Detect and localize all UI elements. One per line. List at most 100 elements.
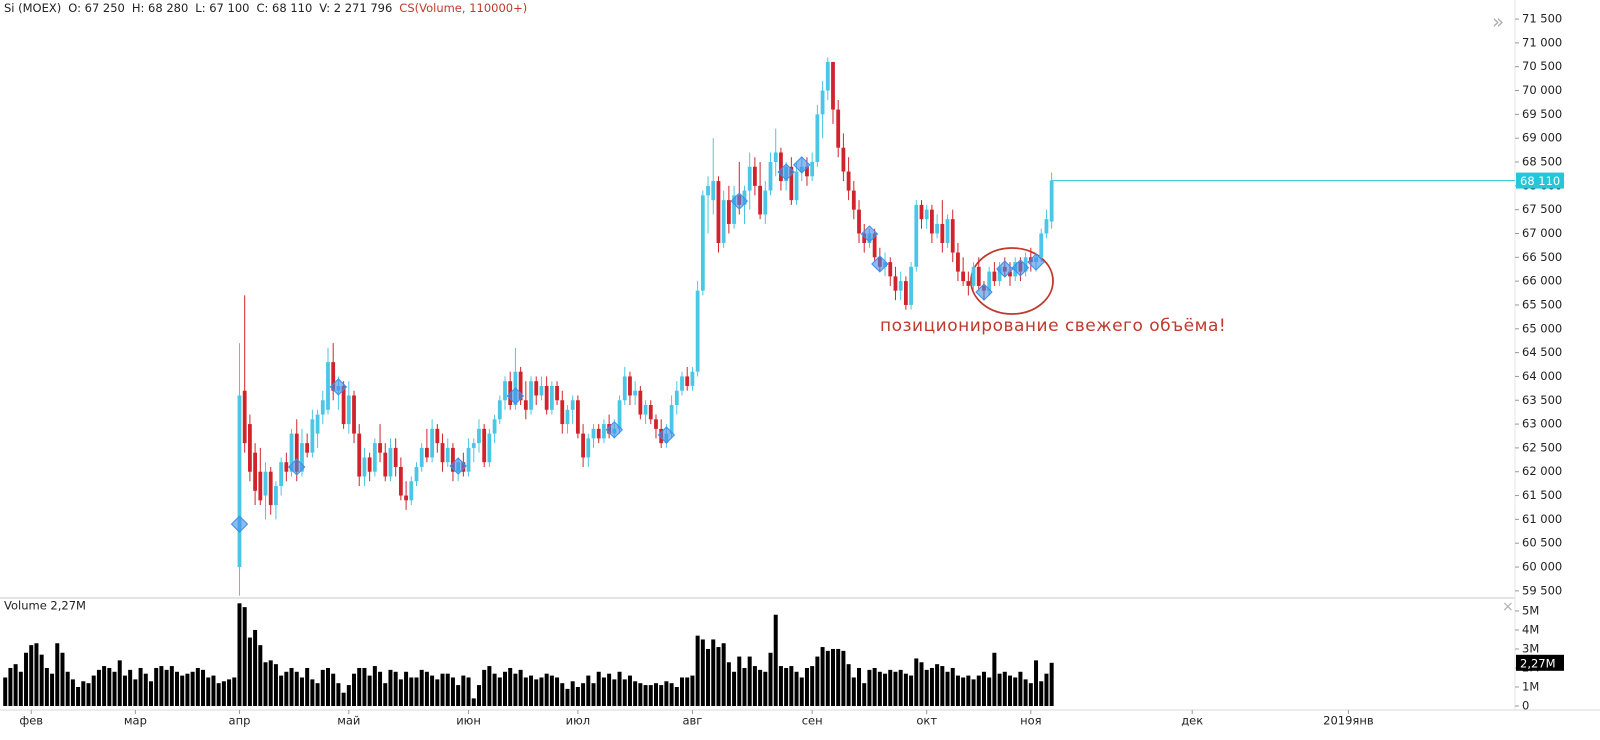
ohlc-high: H: 68 280 bbox=[131, 1, 189, 15]
candle-body bbox=[919, 204, 924, 220]
volume-marker bbox=[288, 458, 306, 476]
candle-body bbox=[794, 171, 799, 201]
y-tick-label: 5M bbox=[1522, 603, 1539, 617]
volume-bar bbox=[1044, 673, 1049, 706]
close-pane-icon[interactable]: × bbox=[1502, 599, 1514, 615]
candle-body bbox=[617, 400, 622, 429]
volume-bar bbox=[430, 675, 435, 706]
candle-body bbox=[341, 385, 346, 425]
ohlc-open: O: 67 250 bbox=[68, 1, 125, 15]
candle-body bbox=[440, 443, 445, 463]
candle-body bbox=[825, 61, 830, 91]
volume-bar bbox=[581, 683, 586, 706]
volume-bar bbox=[450, 677, 455, 706]
candle-body bbox=[857, 209, 861, 234]
candle-body bbox=[326, 362, 330, 410]
candle-body bbox=[346, 395, 351, 425]
volume-bar bbox=[549, 675, 554, 706]
volume-bar bbox=[534, 679, 539, 706]
volume-bar bbox=[232, 677, 237, 706]
volume-bar bbox=[268, 660, 273, 706]
candle-body bbox=[555, 385, 559, 401]
candle-body bbox=[628, 376, 632, 396]
candle-body bbox=[237, 395, 242, 568]
candle-body bbox=[805, 166, 809, 177]
volume-bar bbox=[716, 647, 721, 706]
volume-bar bbox=[836, 648, 841, 706]
candle-body bbox=[451, 447, 455, 472]
y-tick-label: 61 000 bbox=[1522, 512, 1562, 526]
volume-bar bbox=[987, 677, 992, 706]
volume-bar bbox=[976, 675, 981, 706]
volume-bar bbox=[961, 677, 966, 706]
candle-body bbox=[398, 466, 403, 496]
volume-bar bbox=[1039, 681, 1044, 706]
volume-bar bbox=[76, 686, 81, 706]
last-volume-box bbox=[1516, 654, 1564, 671]
volume-bar bbox=[378, 671, 383, 706]
indicator-name[interactable]: CS(Volume, 110000+) bbox=[399, 1, 528, 15]
volume-bar bbox=[857, 667, 862, 706]
volume-bar bbox=[440, 673, 445, 706]
volume-bar bbox=[981, 671, 986, 706]
volume-bar bbox=[903, 673, 908, 706]
volume-bar bbox=[768, 652, 773, 706]
candle-body bbox=[903, 281, 908, 305]
volume-bar bbox=[914, 658, 919, 706]
candle-body bbox=[945, 219, 950, 244]
candle-body bbox=[633, 390, 638, 396]
scroll-icon[interactable]: » bbox=[1492, 10, 1504, 34]
candle-body bbox=[503, 381, 507, 401]
legend-header: Si (MOEX) O: 67 250 H: 68 280 L: 67 100 … bbox=[4, 1, 527, 15]
candle-body bbox=[992, 271, 997, 282]
y-tick-label: 62 500 bbox=[1522, 440, 1562, 454]
volume-bar bbox=[513, 673, 518, 706]
volume-bar bbox=[555, 677, 560, 706]
volume-marker bbox=[793, 156, 811, 174]
candle-body bbox=[534, 381, 539, 396]
volume-bar bbox=[169, 666, 174, 706]
candle-body bbox=[706, 185, 710, 196]
volume-bar bbox=[227, 679, 232, 706]
volume-bar bbox=[112, 671, 117, 706]
volume-bar bbox=[685, 677, 690, 706]
volume-bar bbox=[794, 671, 799, 706]
volume-bar bbox=[669, 683, 674, 706]
y-tick-label: 69 000 bbox=[1522, 131, 1562, 145]
volume-bar bbox=[789, 666, 794, 706]
volume-bar bbox=[175, 671, 180, 706]
candle-body bbox=[685, 376, 690, 386]
y-tick-label: 1M bbox=[1522, 679, 1539, 693]
volume-bar bbox=[86, 683, 91, 706]
volume-bar bbox=[18, 671, 23, 706]
volume-bar bbox=[575, 686, 580, 706]
volume-bar bbox=[601, 677, 606, 706]
volume-bar bbox=[367, 675, 372, 706]
volume-bar bbox=[284, 671, 289, 706]
x-tick-label: авг bbox=[682, 714, 702, 728]
volume-bar bbox=[992, 652, 997, 706]
volume-bar bbox=[638, 683, 643, 706]
volume-bar bbox=[653, 683, 658, 706]
volume-bar bbox=[830, 648, 835, 706]
ohlc-close: C: 68 110 bbox=[256, 1, 313, 15]
candle-body bbox=[950, 219, 955, 253]
candle-body bbox=[648, 405, 653, 420]
volume-marker bbox=[230, 515, 249, 533]
volume-bar bbox=[544, 673, 549, 706]
volume-bar bbox=[607, 673, 612, 706]
y-tick-label: 66 000 bbox=[1522, 274, 1562, 288]
y-tick-label: 59 500 bbox=[1522, 583, 1562, 597]
candle-body bbox=[768, 162, 773, 191]
candle-body bbox=[263, 471, 268, 496]
volume-bar bbox=[70, 679, 75, 706]
volume-bar bbox=[154, 667, 159, 706]
volume-bar bbox=[476, 685, 481, 706]
volume-bar bbox=[362, 667, 367, 706]
candle-body bbox=[961, 271, 966, 282]
candle-body bbox=[669, 405, 674, 434]
volume-bar bbox=[752, 666, 757, 706]
x-tick-label: июн bbox=[456, 714, 481, 728]
candle-body bbox=[851, 190, 856, 210]
volume-bar bbox=[778, 666, 783, 706]
